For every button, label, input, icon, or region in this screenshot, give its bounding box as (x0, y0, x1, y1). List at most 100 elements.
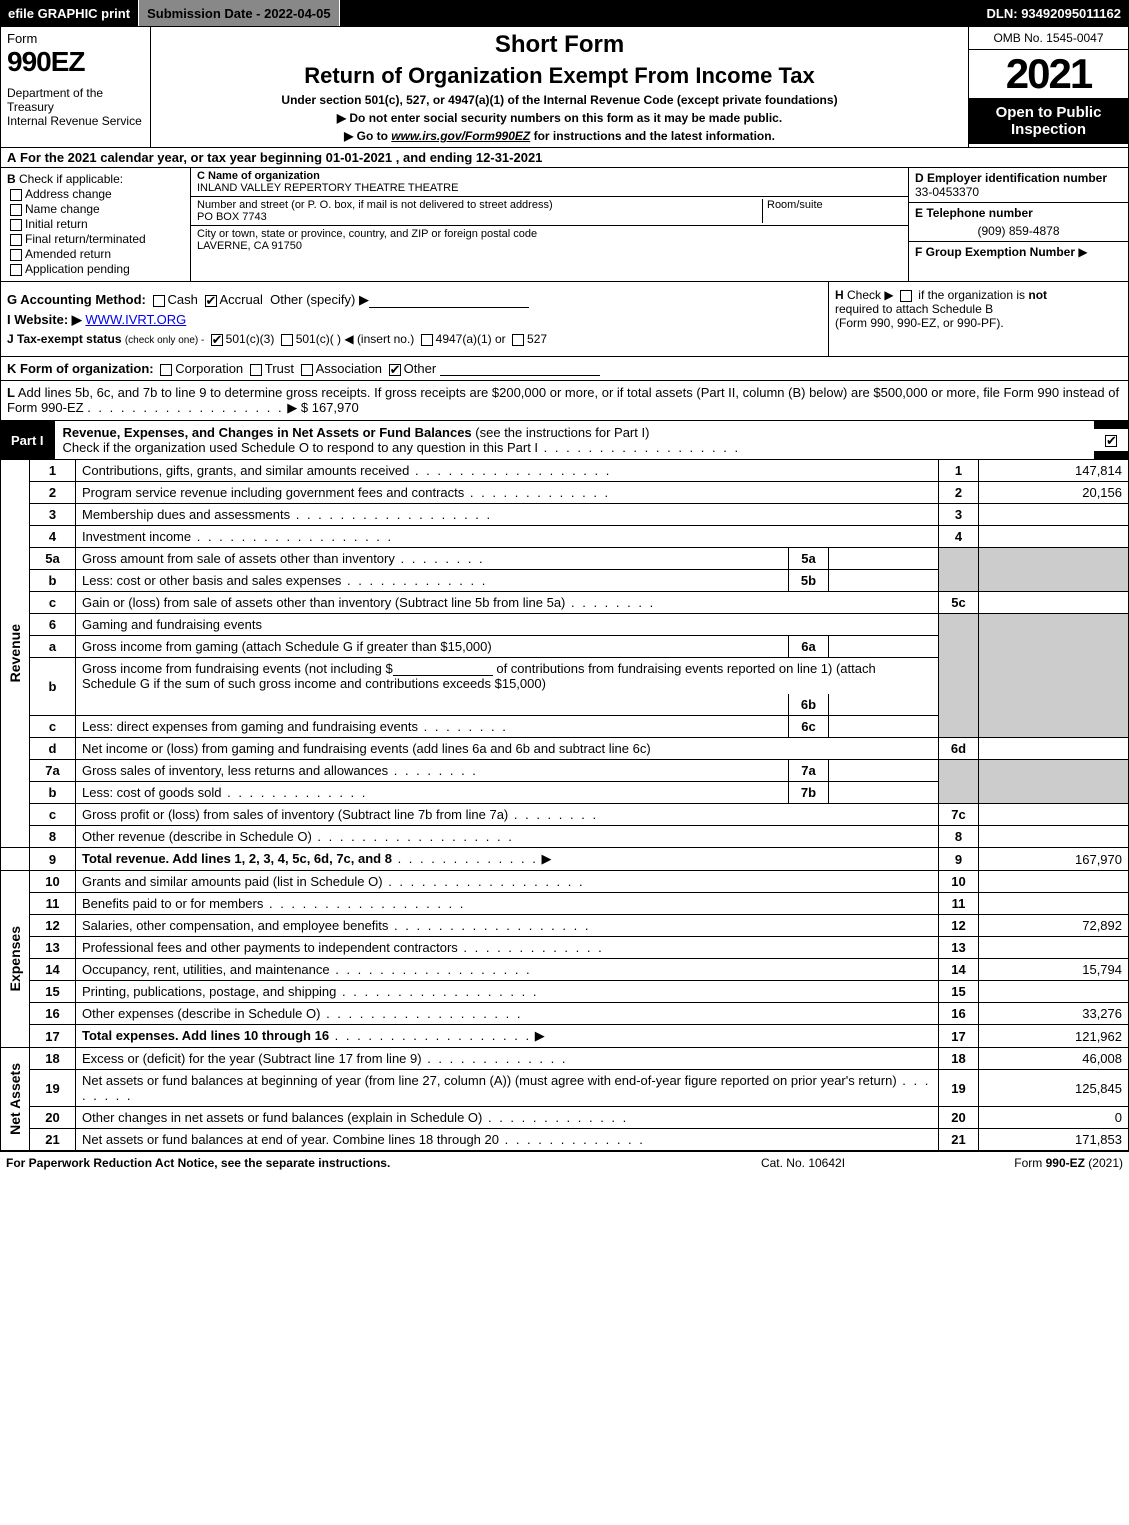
chk-trust[interactable] (250, 364, 262, 376)
subnum: 5b (789, 570, 829, 592)
table-row: 6 Gaming and fundraising events (1, 614, 1129, 636)
open-to-public: Open to Public Inspection (969, 98, 1128, 144)
shade (979, 614, 1129, 738)
chk-association[interactable] (301, 364, 313, 376)
ln: 16 (30, 1003, 76, 1025)
subval (829, 760, 939, 782)
num: 13 (939, 937, 979, 959)
section-e: E Telephone number (909) 859-4878 (909, 203, 1128, 242)
arrow-icon: ▶ (1078, 245, 1087, 259)
chk-name-change[interactable]: Name change (7, 202, 184, 216)
gh-block: G Accounting Method: Cash Accrual Other … (0, 282, 1129, 357)
irs-link[interactable]: www.irs.gov/Form990EZ (391, 129, 530, 143)
num: 5c (939, 592, 979, 614)
street-label: Number and street (or P. O. box, if mail… (197, 199, 762, 211)
desc: Total revenue. Add lines 1, 2, 3, 4, 5c,… (76, 848, 939, 871)
efile-label[interactable]: efile GRAPHIC print (0, 0, 139, 26)
val (979, 871, 1129, 893)
val: 72,892 (979, 915, 1129, 937)
h-label: H (835, 288, 844, 302)
num: 10 (939, 871, 979, 893)
chk-501c[interactable] (281, 334, 293, 346)
chk-amended-return[interactable]: Amended return (7, 247, 184, 261)
subnum: 7a (789, 760, 829, 782)
arrow-icon: ▶ (542, 851, 552, 866)
desc: Benefits paid to or for members (76, 893, 939, 915)
chk-part1-scho[interactable] (1105, 435, 1117, 447)
shade (979, 760, 1129, 804)
gh-left: G Accounting Method: Cash Accrual Other … (1, 282, 828, 356)
table-row: 9 Total revenue. Add lines 1, 2, 3, 4, 5… (1, 848, 1129, 871)
subnum: 7b (789, 782, 829, 804)
chk-cash[interactable] (153, 295, 165, 307)
subval (829, 694, 939, 716)
group-exemption-label: F Group Exemption Number (915, 245, 1075, 259)
num: 20 (939, 1107, 979, 1129)
chk-final-return[interactable]: Final return/terminated (7, 232, 184, 246)
num: 16 (939, 1003, 979, 1025)
chk-4947[interactable] (421, 334, 433, 346)
chk-application-pending[interactable]: Application pending (7, 262, 184, 276)
other-org-blank[interactable] (440, 362, 600, 376)
shade (939, 548, 979, 592)
section-g: G Accounting Method: Cash Accrual Other … (7, 292, 822, 308)
part1-check-line: Check if the organization used Schedule … (63, 440, 539, 455)
chk-accrual[interactable] (205, 295, 217, 307)
subnum: 6b (789, 694, 829, 716)
chk-initial-return[interactable]: Initial return (7, 217, 184, 231)
desc: Occupancy, rent, utilities, and maintena… (76, 959, 939, 981)
val: 147,814 (979, 460, 1129, 482)
desc: Less: cost or other basis and sales expe… (76, 570, 789, 592)
val (979, 981, 1129, 1003)
section-b-text: Check if applicable: (19, 172, 123, 186)
table-row: 19 Net assets or fund balances at beginn… (1, 1070, 1129, 1107)
ein-value: 33-0453370 (915, 185, 1122, 199)
h-text1: Check ▶ (847, 288, 894, 302)
num: 14 (939, 959, 979, 981)
num: 21 (939, 1129, 979, 1151)
table-row: 7a Gross sales of inventory, less return… (1, 760, 1129, 782)
opt-527: 527 (527, 332, 547, 346)
chk-address-change[interactable]: Address change (7, 187, 184, 201)
footer-right: Form 990-EZ (2021) (923, 1156, 1123, 1170)
org-name-row: C Name of organization INLAND VALLEY REP… (191, 168, 908, 197)
val (979, 893, 1129, 915)
val (979, 592, 1129, 614)
chk-other-org[interactable] (389, 364, 401, 376)
section-d: D Employer identification number 33-0453… (909, 168, 1128, 203)
num: 17 (939, 1025, 979, 1048)
website-link[interactable]: WWW.IVRT.ORG (85, 312, 186, 327)
revenue-side: Revenue (1, 460, 30, 848)
desc-cont: . (76, 694, 789, 716)
num: 19 (939, 1070, 979, 1107)
part1-title: Revenue, Expenses, and Changes in Net As… (54, 421, 1094, 459)
ln: a (30, 636, 76, 658)
k-label: K Form of organization: (7, 361, 154, 376)
table-row: 17 Total expenses. Add lines 10 through … (1, 1025, 1129, 1048)
form-table: Revenue 1 Contributions, gifts, grants, … (0, 460, 1129, 1151)
section-c: C Name of organization INLAND VALLEY REP… (191, 168, 908, 281)
other-specify-blank[interactable] (369, 294, 529, 308)
chk-527[interactable] (512, 334, 524, 346)
num: 15 (939, 981, 979, 1003)
val: 20,156 (979, 482, 1129, 504)
side-spacer (1, 848, 30, 871)
table-row: 3 Membership dues and assessments 3 (1, 504, 1129, 526)
desc: Less: cost of goods sold (76, 782, 789, 804)
city-value: LAVERNE, CA 91750 (197, 240, 902, 252)
ln: 1 (30, 460, 76, 482)
desc: Grants and similar amounts paid (list in… (76, 871, 939, 893)
section-k: K Form of organization: Corporation Trus… (0, 357, 1129, 381)
chk-h[interactable] (900, 290, 912, 302)
subnum: 6a (789, 636, 829, 658)
val: 33,276 (979, 1003, 1129, 1025)
h-text2: if the organization is (918, 288, 1025, 302)
desc: Net assets or fund balances at end of ye… (76, 1129, 939, 1151)
chk-501c3[interactable] (211, 334, 223, 346)
ln: 21 (30, 1129, 76, 1151)
goto-line: ▶ Go to www.irs.gov/Form990EZ for instru… (157, 129, 962, 143)
ln: 14 (30, 959, 76, 981)
table-row: 13 Professional fees and other payments … (1, 937, 1129, 959)
h-text4: (Form 990, 990-EZ, or 990-PF). (835, 316, 1004, 330)
chk-corporation[interactable] (160, 364, 172, 376)
